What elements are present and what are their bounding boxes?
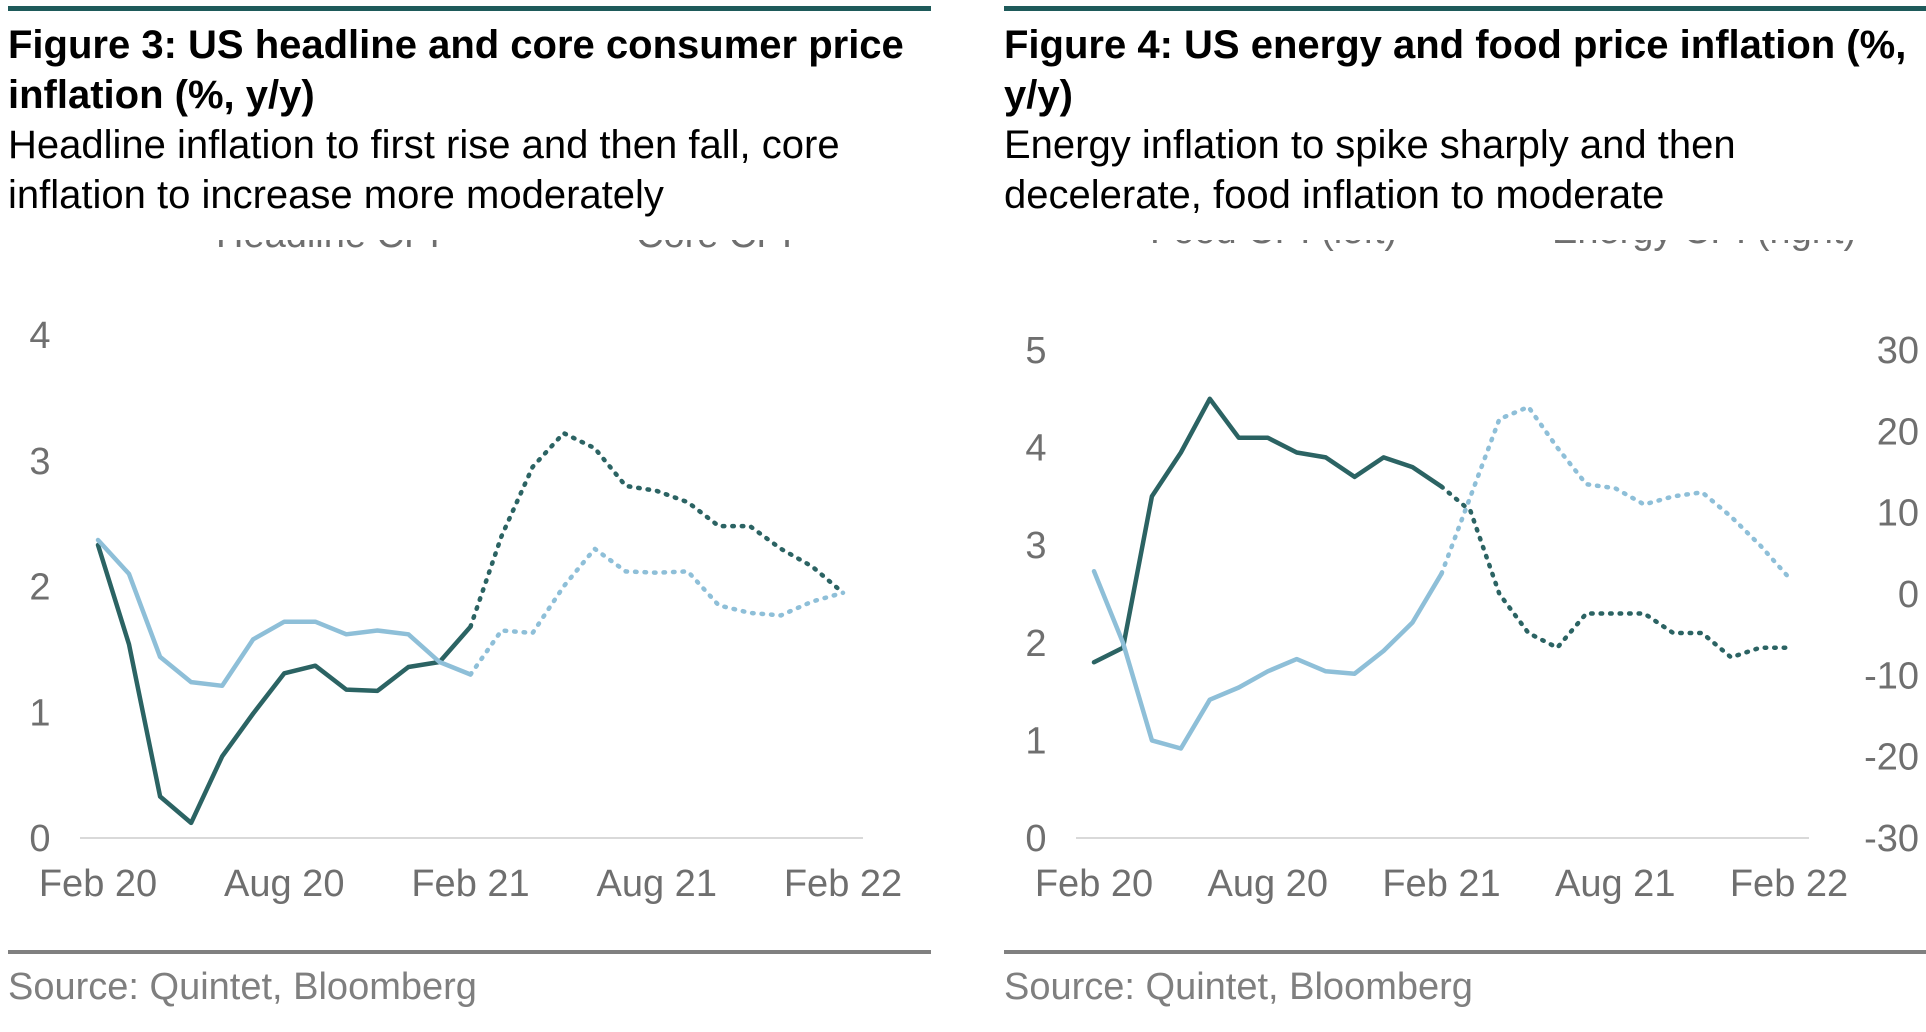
legend-label: Core CPI: [636, 240, 792, 256]
top-rule: [8, 6, 931, 11]
x-tick-label: Aug 20: [224, 863, 344, 905]
top-rule: [1004, 6, 1926, 11]
series-line-forecast: [1439, 484, 1792, 660]
figure-subtitle: Headline inflation to first rise and the…: [8, 123, 840, 217]
y-left-axis-tick-label: 1: [1025, 720, 1046, 762]
y-axis-tick-label: 3: [29, 441, 50, 483]
series-line-actual: [95, 542, 473, 826]
y-right-axis-tick-label: -30: [1864, 818, 1919, 860]
figure-subtitle: Energy inflation to spike sharply and th…: [1004, 123, 1736, 217]
y-axis-tick-label: 4: [29, 315, 50, 357]
series-line-forecast: [468, 545, 846, 677]
series-line-forecast: [1439, 404, 1792, 580]
series-line-actual: [95, 537, 473, 689]
y-right-axis-tick-label: 10: [1877, 493, 1919, 535]
bottom-rule: [8, 950, 931, 954]
y-left-axis-tick-label: 5: [1025, 330, 1046, 372]
series-line-forecast: [468, 430, 846, 629]
x-tick-label: Aug 20: [1208, 863, 1328, 905]
series-line-actual: [1091, 568, 1444, 751]
legend-label: Energy CPI (right): [1552, 240, 1856, 252]
y-axis-tick-label: 2: [29, 567, 50, 609]
y-left-axis-tick-label: 3: [1025, 525, 1046, 567]
y-right-axis-tick-label: 20: [1877, 411, 1919, 453]
y-axis-tick-label: 0: [29, 818, 50, 860]
bottom-rule: [1004, 950, 1926, 954]
x-tick-label: Aug 21: [597, 863, 717, 905]
y-left-axis-tick-label: 2: [1025, 623, 1046, 665]
y-right-axis-tick-label: 30: [1877, 330, 1919, 372]
x-tick-label: Feb 22: [784, 863, 902, 905]
source-note: Source: Quintet, Bloomberg: [8, 966, 477, 1008]
legend-label: Food CPI (left): [1150, 240, 1397, 252]
figure-title: Figure 3: US headline and core consumer …: [8, 23, 904, 117]
x-tick-label: Aug 21: [1555, 863, 1675, 905]
x-tick-label: Feb 21: [411, 863, 529, 905]
headline-core-cpi-chart: Feb 20 Aug 20 Feb 21 Aug 21 Feb 22 0 1 2 3 4 Headl…: [29, 240, 902, 905]
x-tick-label: Feb 22: [1730, 863, 1848, 905]
y-right-axis-tick-label: -10: [1864, 655, 1919, 697]
series-line-actual: [1091, 396, 1444, 665]
y-left-axis-tick-label: 4: [1025, 428, 1046, 470]
figure-title: Figure 4: US energy and food price infla…: [1004, 23, 1907, 117]
y-right-axis-tick-label: 0: [1898, 574, 1919, 616]
x-tick-label: Feb 20: [1035, 863, 1153, 905]
y-left-axis-tick-label: 0: [1025, 818, 1046, 860]
legend-label: Headline CPI: [216, 240, 440, 256]
figure-3-panel: Figure 3: US headline and core consumer …: [8, 0, 931, 1032]
source-note: Source: Quintet, Bloomberg: [1004, 966, 1473, 1008]
energy-food-cpi-chart: Feb 20 Aug 20 Feb 21 Aug 21 Feb 22 0 1 2 3 4 5 -30 -…: [1025, 240, 1919, 905]
y-right-axis-tick-label: -20: [1864, 737, 1919, 779]
x-tick-label: Feb 20: [39, 863, 157, 905]
figure-4-panel: Figure 4: US energy and food price infla…: [1004, 0, 1926, 1032]
x-tick-label: Feb 21: [1382, 863, 1500, 905]
y-axis-tick-label: 1: [29, 692, 50, 734]
